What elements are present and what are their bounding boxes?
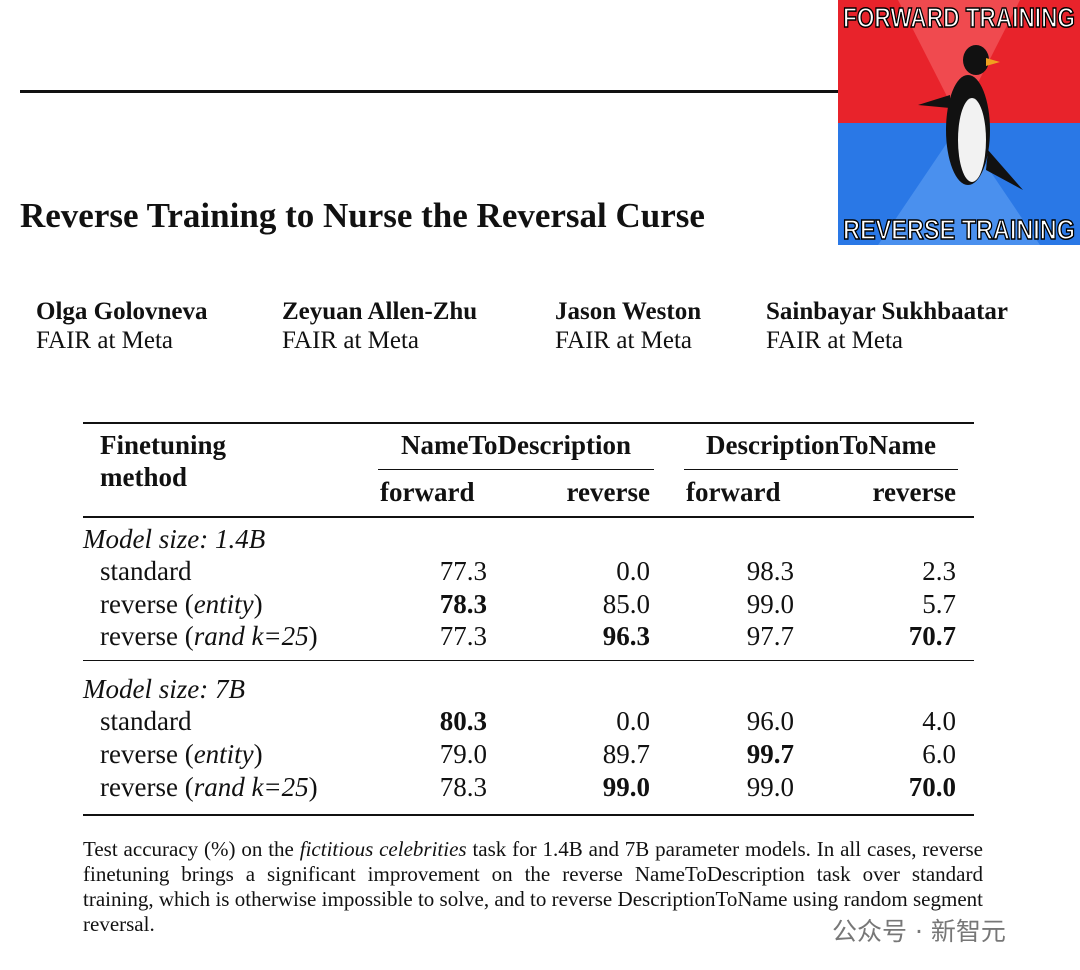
penguin-beak (986, 58, 1000, 66)
value-cell: 85.0 (602, 588, 650, 619)
method-text: ) (253, 588, 263, 619)
method-text: entity (193, 738, 254, 769)
meme-bottom-text: REVERSE TRAINING (843, 214, 1075, 245)
method-text: ) (253, 738, 263, 769)
author-affiliation: FAIR at Meta (555, 327, 693, 354)
method-cell: reverse (rand k=25) (100, 621, 318, 652)
value-cell: 89.7 (602, 738, 650, 769)
caption-text: Test accuracy (%) on the (83, 837, 300, 861)
ray (898, 0, 1020, 120)
value-cell: 2.3 (922, 556, 956, 586)
group-header: DescriptionToName (706, 430, 936, 460)
method-text: reverse ( (100, 771, 194, 802)
method-text: entity (193, 588, 254, 619)
method-cell: standard (100, 556, 191, 587)
method-text: reverse ( (100, 588, 194, 619)
penguin-wing (918, 95, 950, 108)
table-rule (684, 469, 958, 470)
author-name: Olga Golovneva (36, 298, 208, 325)
caption-text: task for 1.4B and 7B parameter models. I… (83, 837, 984, 936)
author-name: Sainbayar Sukhbaatar (766, 298, 1008, 325)
meme-image: FORWARD TRAINING REVERSE TRAINING (838, 0, 1080, 245)
table-rule (83, 814, 974, 816)
method-cell: reverse (entity) (100, 589, 263, 620)
method-text: rand k=25 (193, 621, 309, 652)
value-cell: 4.0 (922, 706, 956, 737)
method-cell: reverse (entity) (100, 739, 263, 770)
method-header: Finetuning (100, 430, 227, 460)
author-affiliation: FAIR at Meta (36, 327, 174, 354)
table-caption: Test accuracy (%) on the fictitious cele… (83, 837, 983, 937)
table-rule (83, 516, 974, 518)
method-text: ) (308, 771, 318, 802)
caption-text: fictitious celebrities (299, 837, 467, 861)
value-cell: 77.3 (439, 621, 487, 652)
value-cell: 99.7 (746, 738, 794, 769)
sub-header: forward (380, 477, 475, 507)
method-text: rand k=25 (193, 771, 309, 802)
value-cell: 5.7 (922, 588, 956, 619)
value-cell: 77.3 (439, 556, 487, 586)
top-rule (20, 90, 838, 93)
value-cell: 0.0 (616, 556, 650, 586)
value-cell: 99.0 (746, 771, 794, 802)
value-cell: 99.0 (746, 588, 794, 619)
method-header: method (100, 462, 187, 492)
penguin-head (963, 45, 989, 75)
table-rule (83, 422, 974, 424)
value-cell: 70.7 (908, 621, 956, 652)
value-cell: 79.0 (439, 738, 487, 769)
method-text: reverse ( (100, 738, 194, 769)
group-header: NameToDescription (401, 430, 631, 460)
author-name: Zeyuan Allen-Zhu (282, 298, 478, 325)
value-cell: 97.7 (746, 621, 794, 652)
section-label: Model size: 1.4B (83, 524, 266, 554)
value-cell: 78.3 (439, 771, 487, 802)
section-label: Model size: 7B (83, 674, 245, 705)
author-name: Jason Weston (555, 298, 702, 325)
table-rule (83, 660, 974, 662)
watermark: 公众号 · 新智元 (832, 917, 1006, 946)
method-text: standard (100, 706, 192, 737)
sub-header: reverse (566, 477, 650, 507)
value-cell: 0.0 (616, 706, 650, 737)
method-text: reverse ( (100, 621, 194, 652)
value-cell: 98.3 (746, 556, 794, 586)
value-cell: 6.0 (922, 738, 956, 769)
author-affiliation: FAIR at Meta (766, 327, 904, 354)
ray (878, 125, 1040, 245)
penguin-belly (958, 98, 986, 182)
method-cell: standard (100, 706, 191, 737)
author-affiliation: FAIR at Meta (282, 327, 420, 354)
sub-header: forward (686, 477, 781, 507)
paper-title: Reverse Training to Nurse the Reversal C… (20, 196, 705, 235)
value-cell: 80.3 (439, 706, 487, 737)
value-cell: 70.0 (908, 771, 956, 802)
meme-top-text: FORWARD TRAINING (843, 2, 1075, 33)
method-text: ) (308, 621, 318, 652)
method-text: standard (100, 556, 192, 586)
method-cell: reverse (rand k=25) (100, 772, 318, 803)
penguin-wing (986, 150, 1023, 190)
value-cell: 99.0 (602, 771, 650, 802)
value-cell: 78.3 (439, 588, 487, 619)
value-cell: 96.0 (746, 706, 794, 737)
value-cell: 96.3 (602, 621, 650, 652)
sub-header: reverse (872, 477, 956, 507)
table-rule (378, 469, 654, 470)
